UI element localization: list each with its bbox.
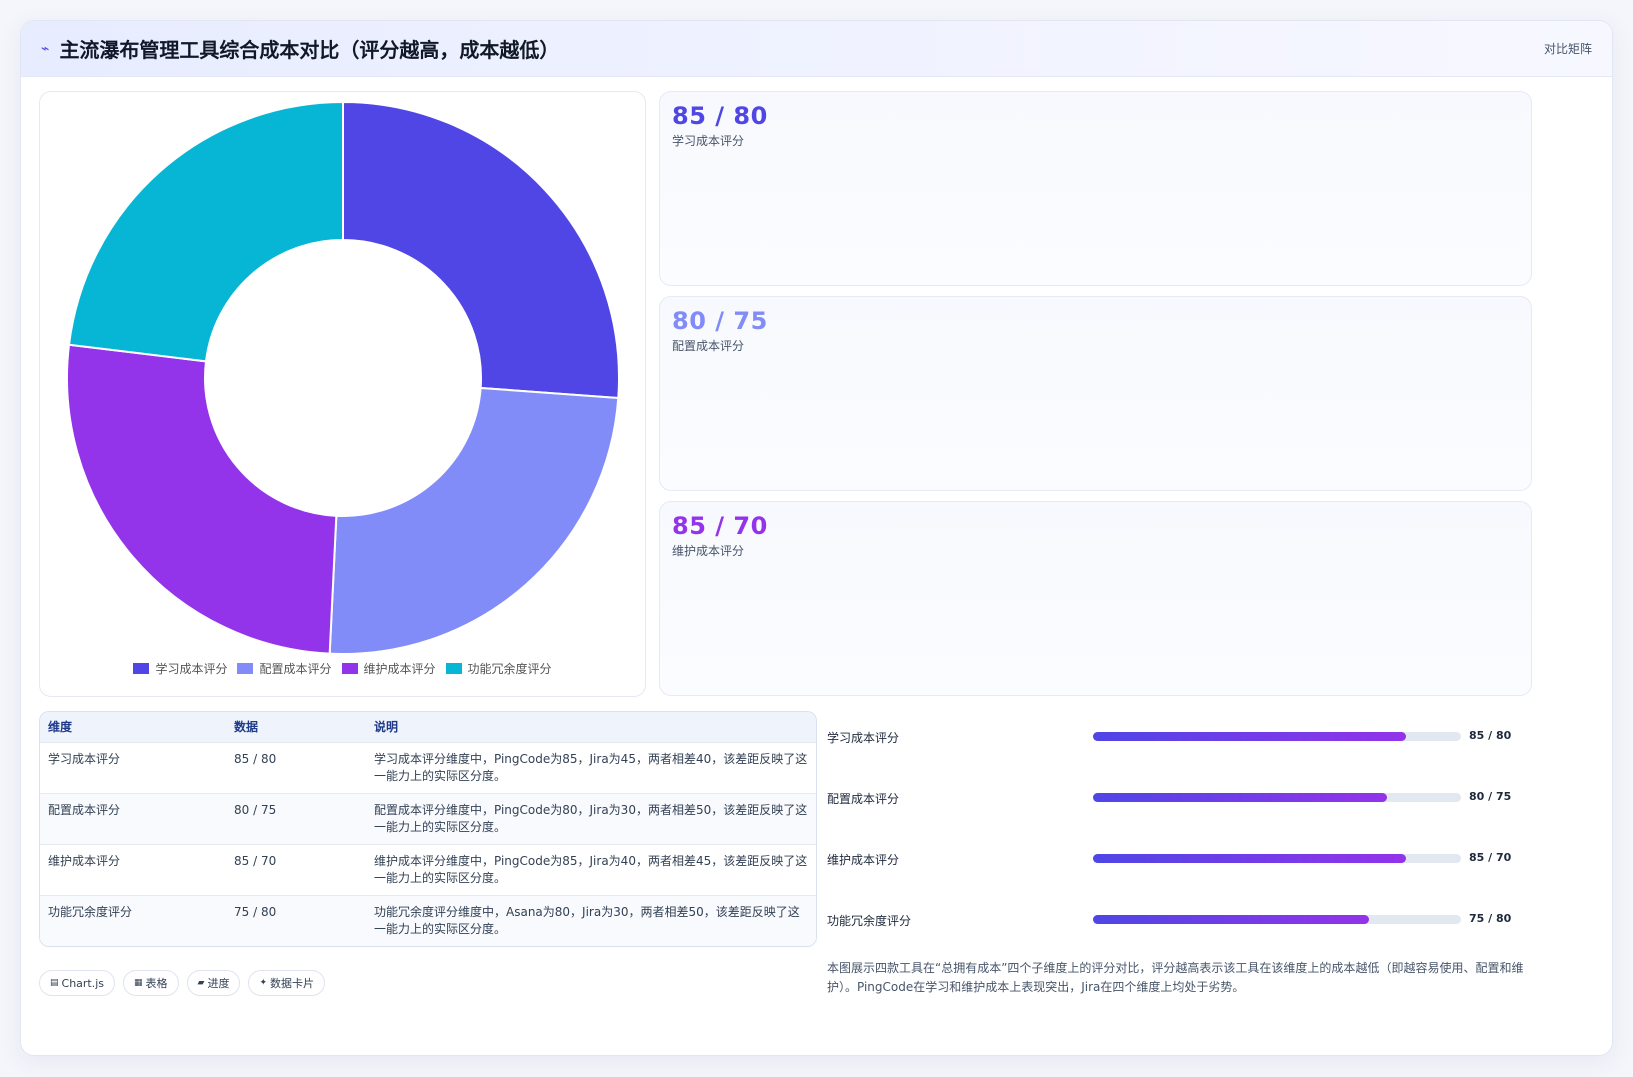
progress-value: 80 / 75 [1469,790,1512,803]
column-header: 说明 [374,720,399,735]
sparkle-icon: ✦ [259,978,268,988]
legend-item[interactable]: 学习成本评分 [133,660,227,677]
card-header: ⌁ 主流瀑布管理工具综合成本对比（评分越高，成本越低） 对比矩阵 [21,21,1612,77]
tag-table[interactable]: ▦ 表格 [123,970,179,996]
chart-icon: ▤ [50,978,59,988]
stat-label: 维护成本评分 [672,544,745,558]
doughnut-chart-panel: 学习成本评分 配置成本评分 维护成本评分 功能冗余度评分 [39,91,646,697]
stat-label: 配置成本评分 [672,339,745,353]
progress-row: 配置成本评分 80 / 75 [827,782,1527,843]
pulse-icon: ⌁ [41,40,50,57]
legend-item[interactable]: 配置成本评分 [237,660,332,677]
table-row: 维护成本评分 85 / 70 维护成本评分维度中，PingCode为85，Jir… [40,844,816,895]
table-cell: 维护成本评分维度中，PingCode为85，Jira为40，两者相差45，该差距… [374,853,808,885]
legend-item[interactable]: 维护成本评分 [341,660,436,677]
progress-label: 学习成本评分 [827,731,900,745]
stat-value: 85 / 80 [672,102,768,130]
stat-card: 85 / 80 学习成本评分 [659,91,1532,286]
table-cell: 85 / 80 [234,751,277,766]
tag-label: Chart.js [61,976,105,990]
progress-label: 配置成本评分 [827,792,900,806]
progress-value: 85 / 80 [1469,729,1512,742]
table-cell: 85 / 70 [234,853,277,868]
column-header: 数据 [234,720,259,735]
table-cell: 学习成本评分维度中，PingCode为85，Jira为45，两者相差40，该差距… [374,751,808,783]
stat-value: 85 / 70 [672,512,768,540]
page-title: 主流瀑布管理工具综合成本对比（评分越高，成本越低） [59,38,560,62]
progress-fill [1093,915,1369,924]
data-table: 维度 数据 说明 学习成本评分 85 / 80 学习成本评分维度中，PingCo… [39,711,817,947]
table-row: 学习成本评分 85 / 80 学习成本评分维度中，PingCode为85，Jir… [40,742,816,793]
legend-label: 维护成本评分 [363,662,436,676]
table-cell: 学习成本评分 [48,751,121,766]
progress-list: 学习成本评分 85 / 80 配置成本评分 80 / 75 维护成本评分 85 … [827,721,1527,965]
progress-label: 功能冗余度评分 [827,914,912,928]
pie-slice[interactable] [66,343,338,655]
column-header: 维度 [48,720,73,735]
table-row: 配置成本评分 80 / 75 配置成本评分维度中，PingCode为80，Jir… [40,793,816,844]
progress-track [1093,854,1461,863]
tag-list: ▤ Chart.js ▦ 表格 ▰ 进度 ✦ 数据卡片 [39,970,326,996]
progress-track [1093,732,1461,741]
progress-track [1093,793,1461,802]
stat-card: 80 / 75 配置成本评分 [659,296,1532,491]
progress-fill [1093,854,1406,863]
table-cell: 配置成本评分维度中，PingCode为80，Jira为30，两者相差50，该差距… [374,802,808,834]
stat-card: 85 / 70 维护成本评分 [659,501,1532,696]
table-header-row: 维度 数据 说明 [40,712,816,742]
tag-progress[interactable]: ▰ 进度 [186,970,241,996]
legend-label: 学习成本评分 [155,662,228,676]
stat-value: 80 / 75 [672,307,768,335]
pie-slice[interactable] [67,100,344,363]
progress-fill [1093,793,1388,802]
legend-item[interactable]: 功能冗余度评分 [445,660,552,677]
table-cell: 75 / 80 [234,904,277,919]
progress-label: 维护成本评分 [827,853,900,867]
table-cell: 功能冗余度评分维度中，Asana为80，Jira为30，两者相差50，该差距反映… [374,904,800,936]
legend-swatch [341,663,358,674]
table-cell: 维护成本评分 [48,853,121,868]
progress-row: 功能冗余度评分 75 / 80 [827,904,1527,965]
comparison-card: ⌁ 主流瀑布管理工具综合成本对比（评分越高，成本越低） 对比矩阵 学习成本评分配… [20,20,1613,1056]
table-row: 功能冗余度评分 75 / 80 功能冗余度评分维度中，Asana为80，Jira… [40,895,816,946]
legend-label: 配置成本评分 [259,662,332,676]
table-cell: 配置成本评分 [48,802,121,817]
pie-slice[interactable] [342,100,620,400]
table-cell: 功能冗余度评分 [48,904,133,919]
chart-legend: 学习成本评分 配置成本评分 维护成本评分 功能冗余度评分 [40,660,645,677]
tag-label: 进度 [207,977,230,990]
matrix-label: 对比矩阵 [1543,42,1592,56]
doughnut-chart [66,100,620,655]
tag-label: 表格 [145,977,168,990]
tag-chartjs[interactable]: ▤ Chart.js [39,970,116,996]
progress-row: 学习成本评分 85 / 80 [827,721,1527,782]
legend-swatch [133,663,150,674]
legend-swatch [237,663,254,674]
description-note: 本图展示四款工具在“总拥有成本”四个子维度上的评分对比，评分越高表示该工具在该维… [827,961,1524,994]
progress-value: 75 / 80 [1469,912,1512,925]
progress-track [1093,915,1461,924]
tag-label: 数据卡片 [270,977,315,990]
pie-slice[interactable] [328,386,620,655]
progress-row: 维护成本评分 85 / 70 [827,843,1527,904]
progress-fill [1093,732,1406,741]
progress-value: 85 / 70 [1469,851,1512,864]
legend-label: 功能冗余度评分 [467,662,552,676]
tag-data-card[interactable]: ✦ 数据卡片 [248,970,326,996]
table-icon: ▦ [134,978,143,988]
progress-icon: ▰ [197,978,205,988]
table-cell: 80 / 75 [234,802,277,817]
legend-swatch [445,663,462,674]
stat-label: 学习成本评分 [672,134,745,148]
